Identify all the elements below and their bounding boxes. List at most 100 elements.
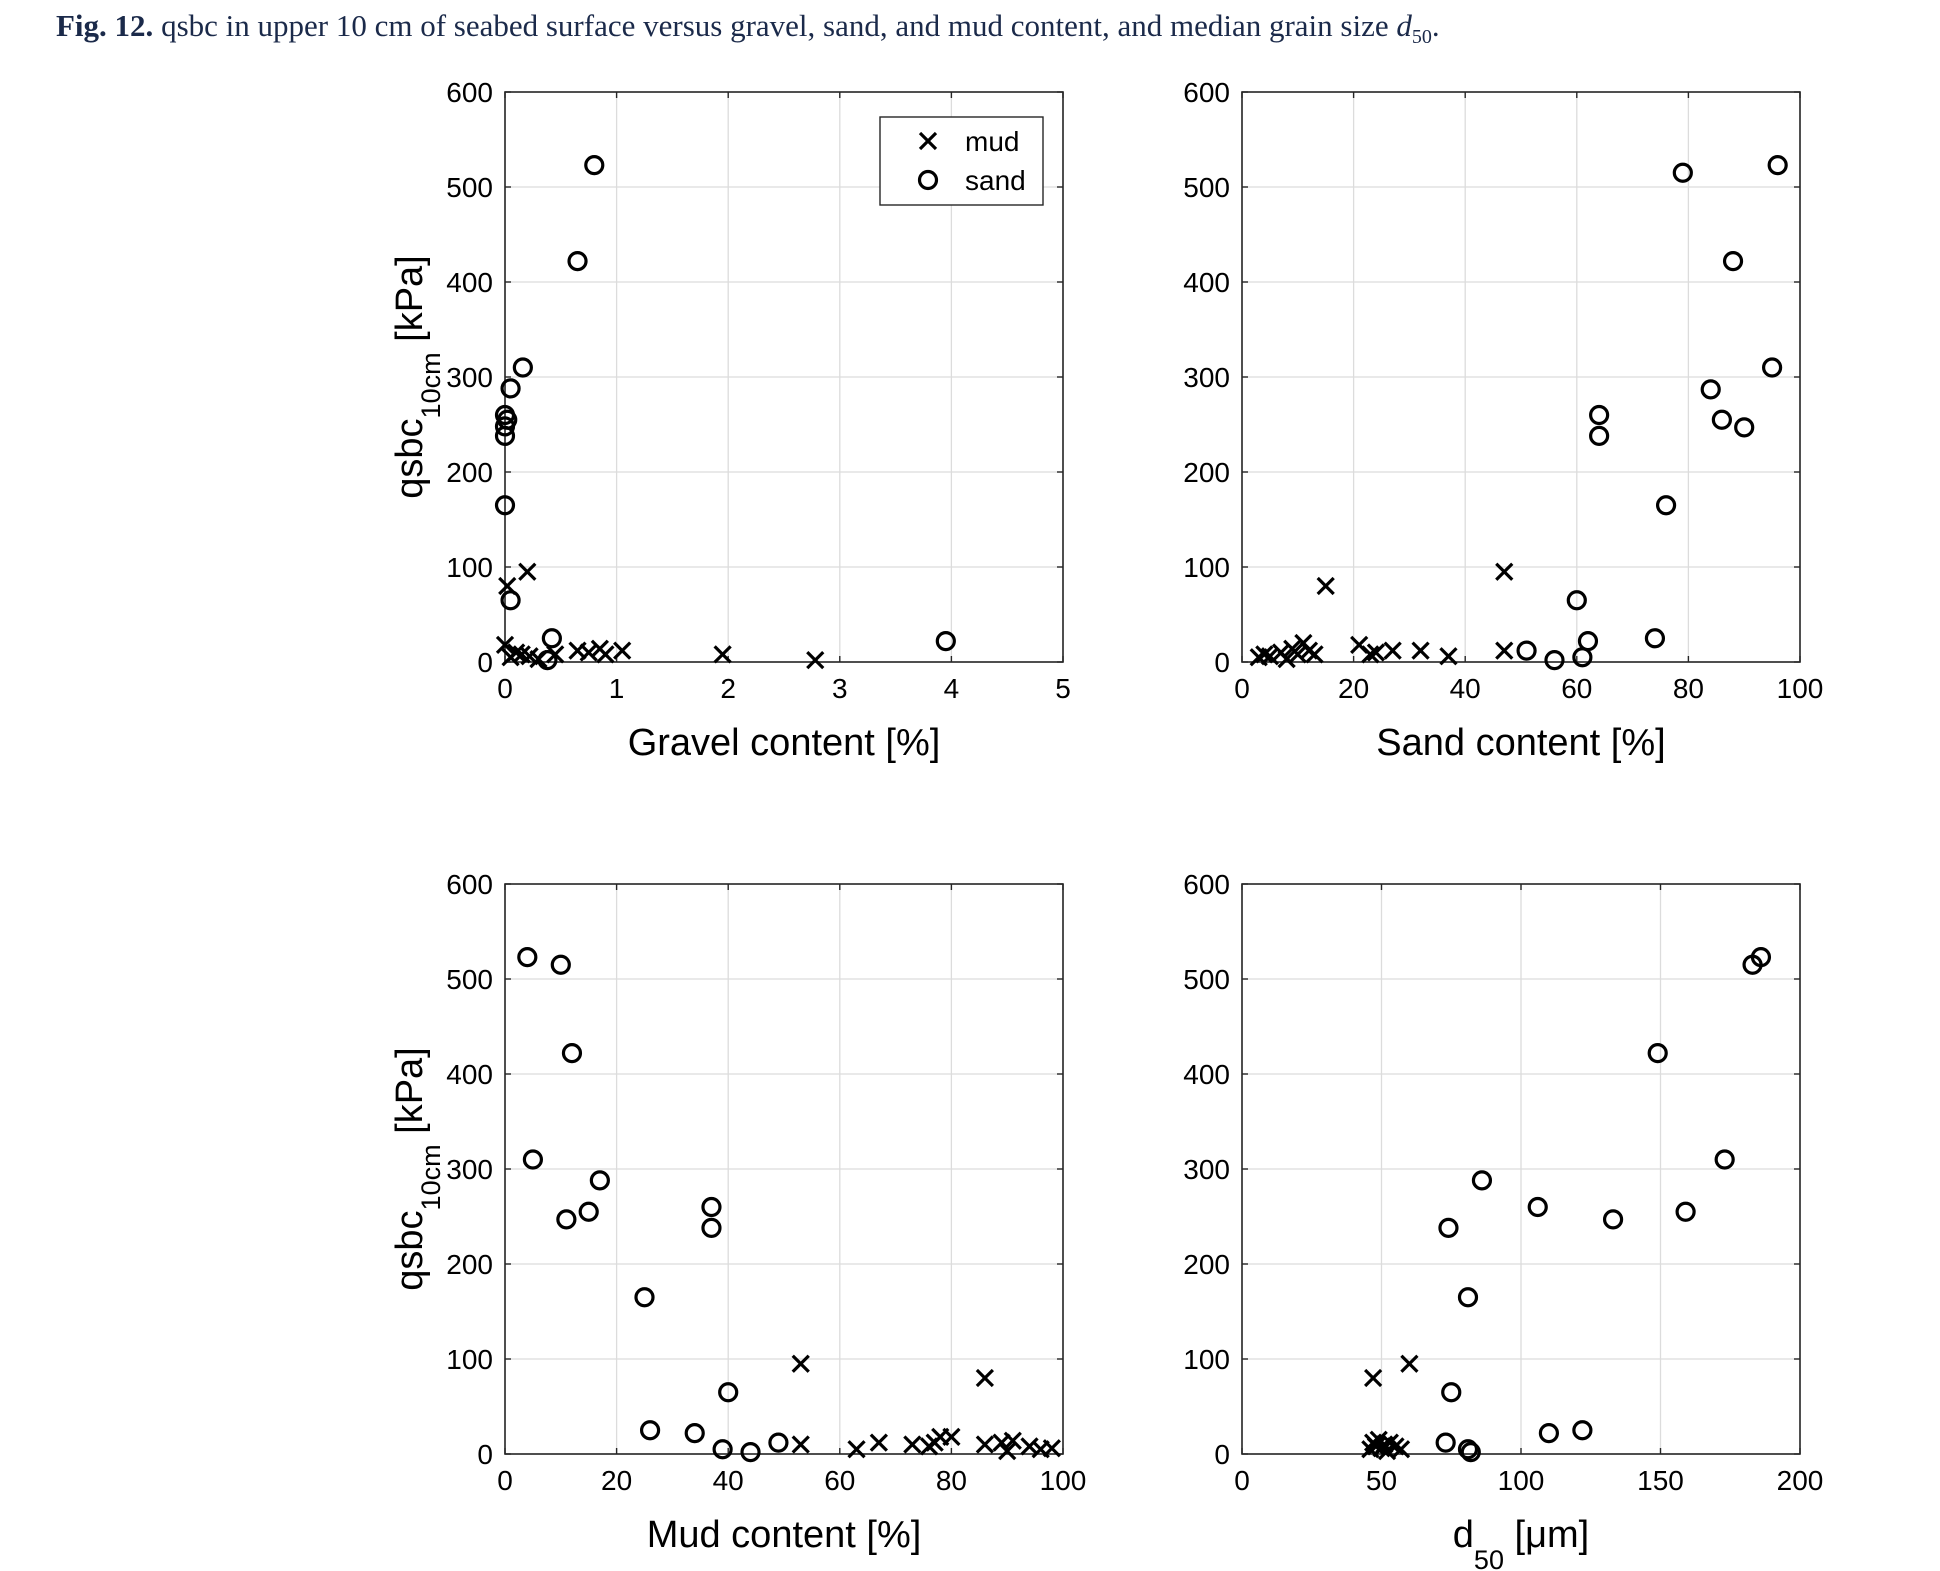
sand-point (1577, 630, 1599, 652)
y-tick-label: 600 (1183, 869, 1230, 900)
series-mud (1361, 1354, 1419, 1461)
figure-caption: Fig. 12. qsbc in upper 10 cm of seabed s… (56, 8, 1440, 49)
sand-point (1471, 1170, 1493, 1191)
figure-label: Fig. 12. (56, 8, 154, 43)
y-tick-label: 500 (1183, 172, 1230, 203)
mud-point (596, 645, 615, 664)
legend-entry-mud: mud (965, 126, 1019, 157)
mud-point-stroke (998, 1442, 1017, 1461)
y-tick-label: 400 (1183, 1059, 1230, 1090)
sand-point (1675, 1201, 1696, 1222)
mud-point-stroke (791, 1354, 810, 1373)
mud-point-stroke (806, 650, 825, 670)
sand-point (935, 630, 956, 652)
mud-point (918, 131, 938, 151)
x-tick-label: 80 (1673, 673, 1704, 704)
sand-point (497, 409, 518, 430)
mud-point (1495, 641, 1514, 660)
mud-point (791, 1354, 810, 1373)
y-tick-label: 0 (477, 647, 493, 678)
mud-point-stroke (1260, 647, 1280, 666)
mud-point-stroke (1363, 1368, 1383, 1388)
mud-point-stroke (498, 576, 517, 596)
mud-point (1411, 641, 1430, 660)
sand-point (639, 1420, 661, 1441)
mud-point-stroke (1411, 641, 1430, 660)
series-sand (1516, 155, 1788, 671)
x-axis-label: d50 [μm] (1453, 1514, 1589, 1571)
sand-point (1672, 162, 1693, 183)
sand-point (500, 590, 521, 611)
y-tick-label: 100 (446, 1344, 493, 1375)
legend-box (879, 116, 1044, 206)
mud-point (613, 641, 632, 660)
sand-point (561, 1042, 583, 1064)
sand-point (701, 1196, 722, 1218)
mud-point-stroke (903, 1435, 922, 1454)
x-tick-label: 100 (1040, 1465, 1087, 1496)
mud-point-stroke (1255, 645, 1274, 664)
y-tick-label: 400 (446, 1059, 493, 1090)
x-tick-label: 20 (1338, 673, 1369, 704)
mud-point-stroke (918, 131, 938, 151)
sand-point (1538, 1422, 1560, 1444)
mud-point (1288, 645, 1307, 664)
x-tick-label: 40 (1450, 673, 1481, 704)
y-tick-label: 100 (1183, 1344, 1230, 1375)
y-tick-label: 400 (1183, 267, 1230, 298)
y-tick-label: 200 (446, 457, 493, 488)
x-tick-label: 0 (497, 673, 513, 704)
x-tick-label: 2 (720, 673, 736, 704)
mud-point-stroke (518, 562, 537, 581)
mud-point (579, 643, 598, 662)
sand-point (712, 1439, 733, 1460)
mud-point-stroke (1495, 562, 1514, 581)
mud-point-stroke (520, 647, 539, 666)
legend: mud sand (879, 116, 1044, 206)
mud-point-stroke (992, 1433, 1011, 1452)
sand-point (550, 954, 571, 975)
y-axis-label-sub: 10cm (416, 352, 446, 418)
mud-point (518, 562, 537, 581)
sand-point (589, 1170, 610, 1191)
series-sand (494, 155, 956, 671)
x-tick-label: 100 (1498, 1465, 1545, 1496)
sand-point (1602, 1209, 1624, 1230)
sand-point (537, 649, 558, 671)
mud-point-stroke (495, 635, 515, 655)
sand-point (1647, 1042, 1668, 1064)
mud-point-stroke (791, 1435, 810, 1454)
series-mud (495, 562, 825, 670)
mud-point-stroke (1288, 645, 1307, 664)
sand-point (1527, 1196, 1548, 1218)
sand-point (1544, 649, 1565, 671)
x-tick-label: 0 (1234, 673, 1250, 704)
caption-text: qsbc in upper 10 cm of seabed surface ve… (161, 8, 1389, 43)
sand-point (740, 1441, 761, 1463)
mud-point (998, 1442, 1017, 1461)
mud-point (1361, 645, 1380, 664)
x-tick-label: 80 (936, 1465, 967, 1496)
x-tick-label: 50 (1366, 1465, 1397, 1496)
mud-point-stroke (1391, 1440, 1411, 1459)
sand-point (556, 1209, 577, 1230)
sand-point (500, 378, 521, 399)
x-axis-label-main: d (1453, 1514, 1474, 1556)
x-tick-label: 3 (832, 673, 848, 704)
mud-point-stroke (1366, 643, 1386, 662)
x-tick-label: 150 (1637, 1465, 1684, 1496)
x-tick-label: 100 (1777, 673, 1824, 704)
mud-point (942, 1427, 961, 1447)
chart-panel-2: 0 20 40 60 80 100 0 100 200 300 400 500 600 Sand cont… (1183, 77, 1823, 764)
mud-point (847, 1440, 866, 1459)
sand-point (1457, 1439, 1479, 1460)
mud-point-stroke (512, 645, 531, 664)
mud-point (1277, 650, 1296, 669)
x-tick-label: 4 (944, 673, 960, 704)
x-axis-label: Gravel content [%] (628, 722, 941, 764)
sand-point (1761, 357, 1783, 378)
y-axis-label-sub: 10cm (416, 1144, 446, 1210)
sand-point (701, 1217, 722, 1239)
sand-point (512, 357, 533, 378)
sand-point (522, 1149, 544, 1170)
